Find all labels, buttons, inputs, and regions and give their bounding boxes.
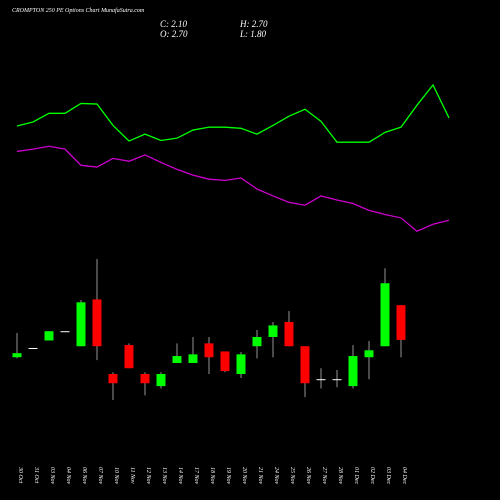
close-text: C: 2.10 — [160, 19, 188, 29]
candle-body — [236, 354, 246, 374]
x-tick-label: 13 Nov — [161, 467, 167, 485]
candle-body — [60, 331, 70, 333]
candle-body — [92, 299, 102, 347]
candle-body — [156, 373, 166, 387]
x-tick-label: 19 Nov — [225, 467, 231, 485]
candle-body — [220, 351, 230, 372]
x-tick-label: 04 Nov — [65, 467, 72, 485]
x-tick-label: 20 Nov — [241, 467, 247, 485]
x-tick-label: 18 Nov — [209, 467, 215, 485]
x-tick-label: 10 Nov — [113, 467, 119, 485]
candle-body — [300, 346, 310, 384]
x-tick-label: 14 Nov — [177, 467, 184, 485]
x-tick-label: 04 Dec — [401, 467, 408, 484]
x-tick-label: 24 Nov — [273, 467, 280, 485]
x-tick-label: 30 Oct — [17, 466, 23, 483]
x-tick-label: 26 Nov — [305, 467, 311, 485]
candle-body — [316, 379, 326, 381]
x-tick-label: 17 Nov — [193, 467, 199, 485]
x-tick-label: 03 Dec — [385, 467, 391, 484]
candle-body — [124, 345, 134, 369]
x-tick-label: 07 Nov — [97, 467, 103, 485]
line-series — [16, 83, 450, 143]
high-text: H: 2.70 — [239, 19, 268, 29]
x-tick-label: 06 Nov — [81, 467, 87, 485]
x-tick-label: 12 Nov — [145, 467, 151, 485]
candle-body — [380, 283, 390, 347]
chart-title: CROMPTON 250 PE Options Chart MunafaSutr… — [12, 7, 145, 14]
x-tick-label: 02 Dec — [369, 467, 375, 484]
candle-body — [364, 350, 374, 358]
candle-body — [348, 356, 358, 387]
candle-body — [172, 356, 182, 364]
candle-body — [204, 343, 214, 358]
candle-body — [332, 379, 342, 381]
line-series — [16, 145, 450, 232]
x-tick-label: 21 Nov — [257, 467, 263, 485]
candle-body — [44, 331, 54, 341]
candle-body — [28, 347, 38, 349]
candle-body — [252, 336, 262, 347]
candle-body — [76, 302, 86, 347]
x-tick-label: 27 Nov — [321, 467, 327, 485]
x-tick-label: 28 Nov — [337, 467, 343, 485]
x-tick-label: 31 Oct — [33, 466, 39, 483]
x-tick-label: 25 Nov — [289, 467, 295, 485]
candle-body — [188, 354, 198, 364]
candle-body — [268, 325, 278, 337]
x-tick-label: 01 Dec — [353, 467, 359, 484]
candle-body — [140, 373, 150, 384]
open-text: O: 2.70 — [160, 29, 188, 39]
candle-body — [108, 373, 118, 384]
x-tick-label: 11 Nov — [129, 467, 135, 484]
x-tick-label: 03 Nov — [49, 467, 55, 485]
candle-body — [284, 321, 294, 347]
candle-body — [12, 353, 22, 358]
candle-body — [396, 305, 406, 340]
low-text: L: 1.80 — [239, 29, 267, 39]
